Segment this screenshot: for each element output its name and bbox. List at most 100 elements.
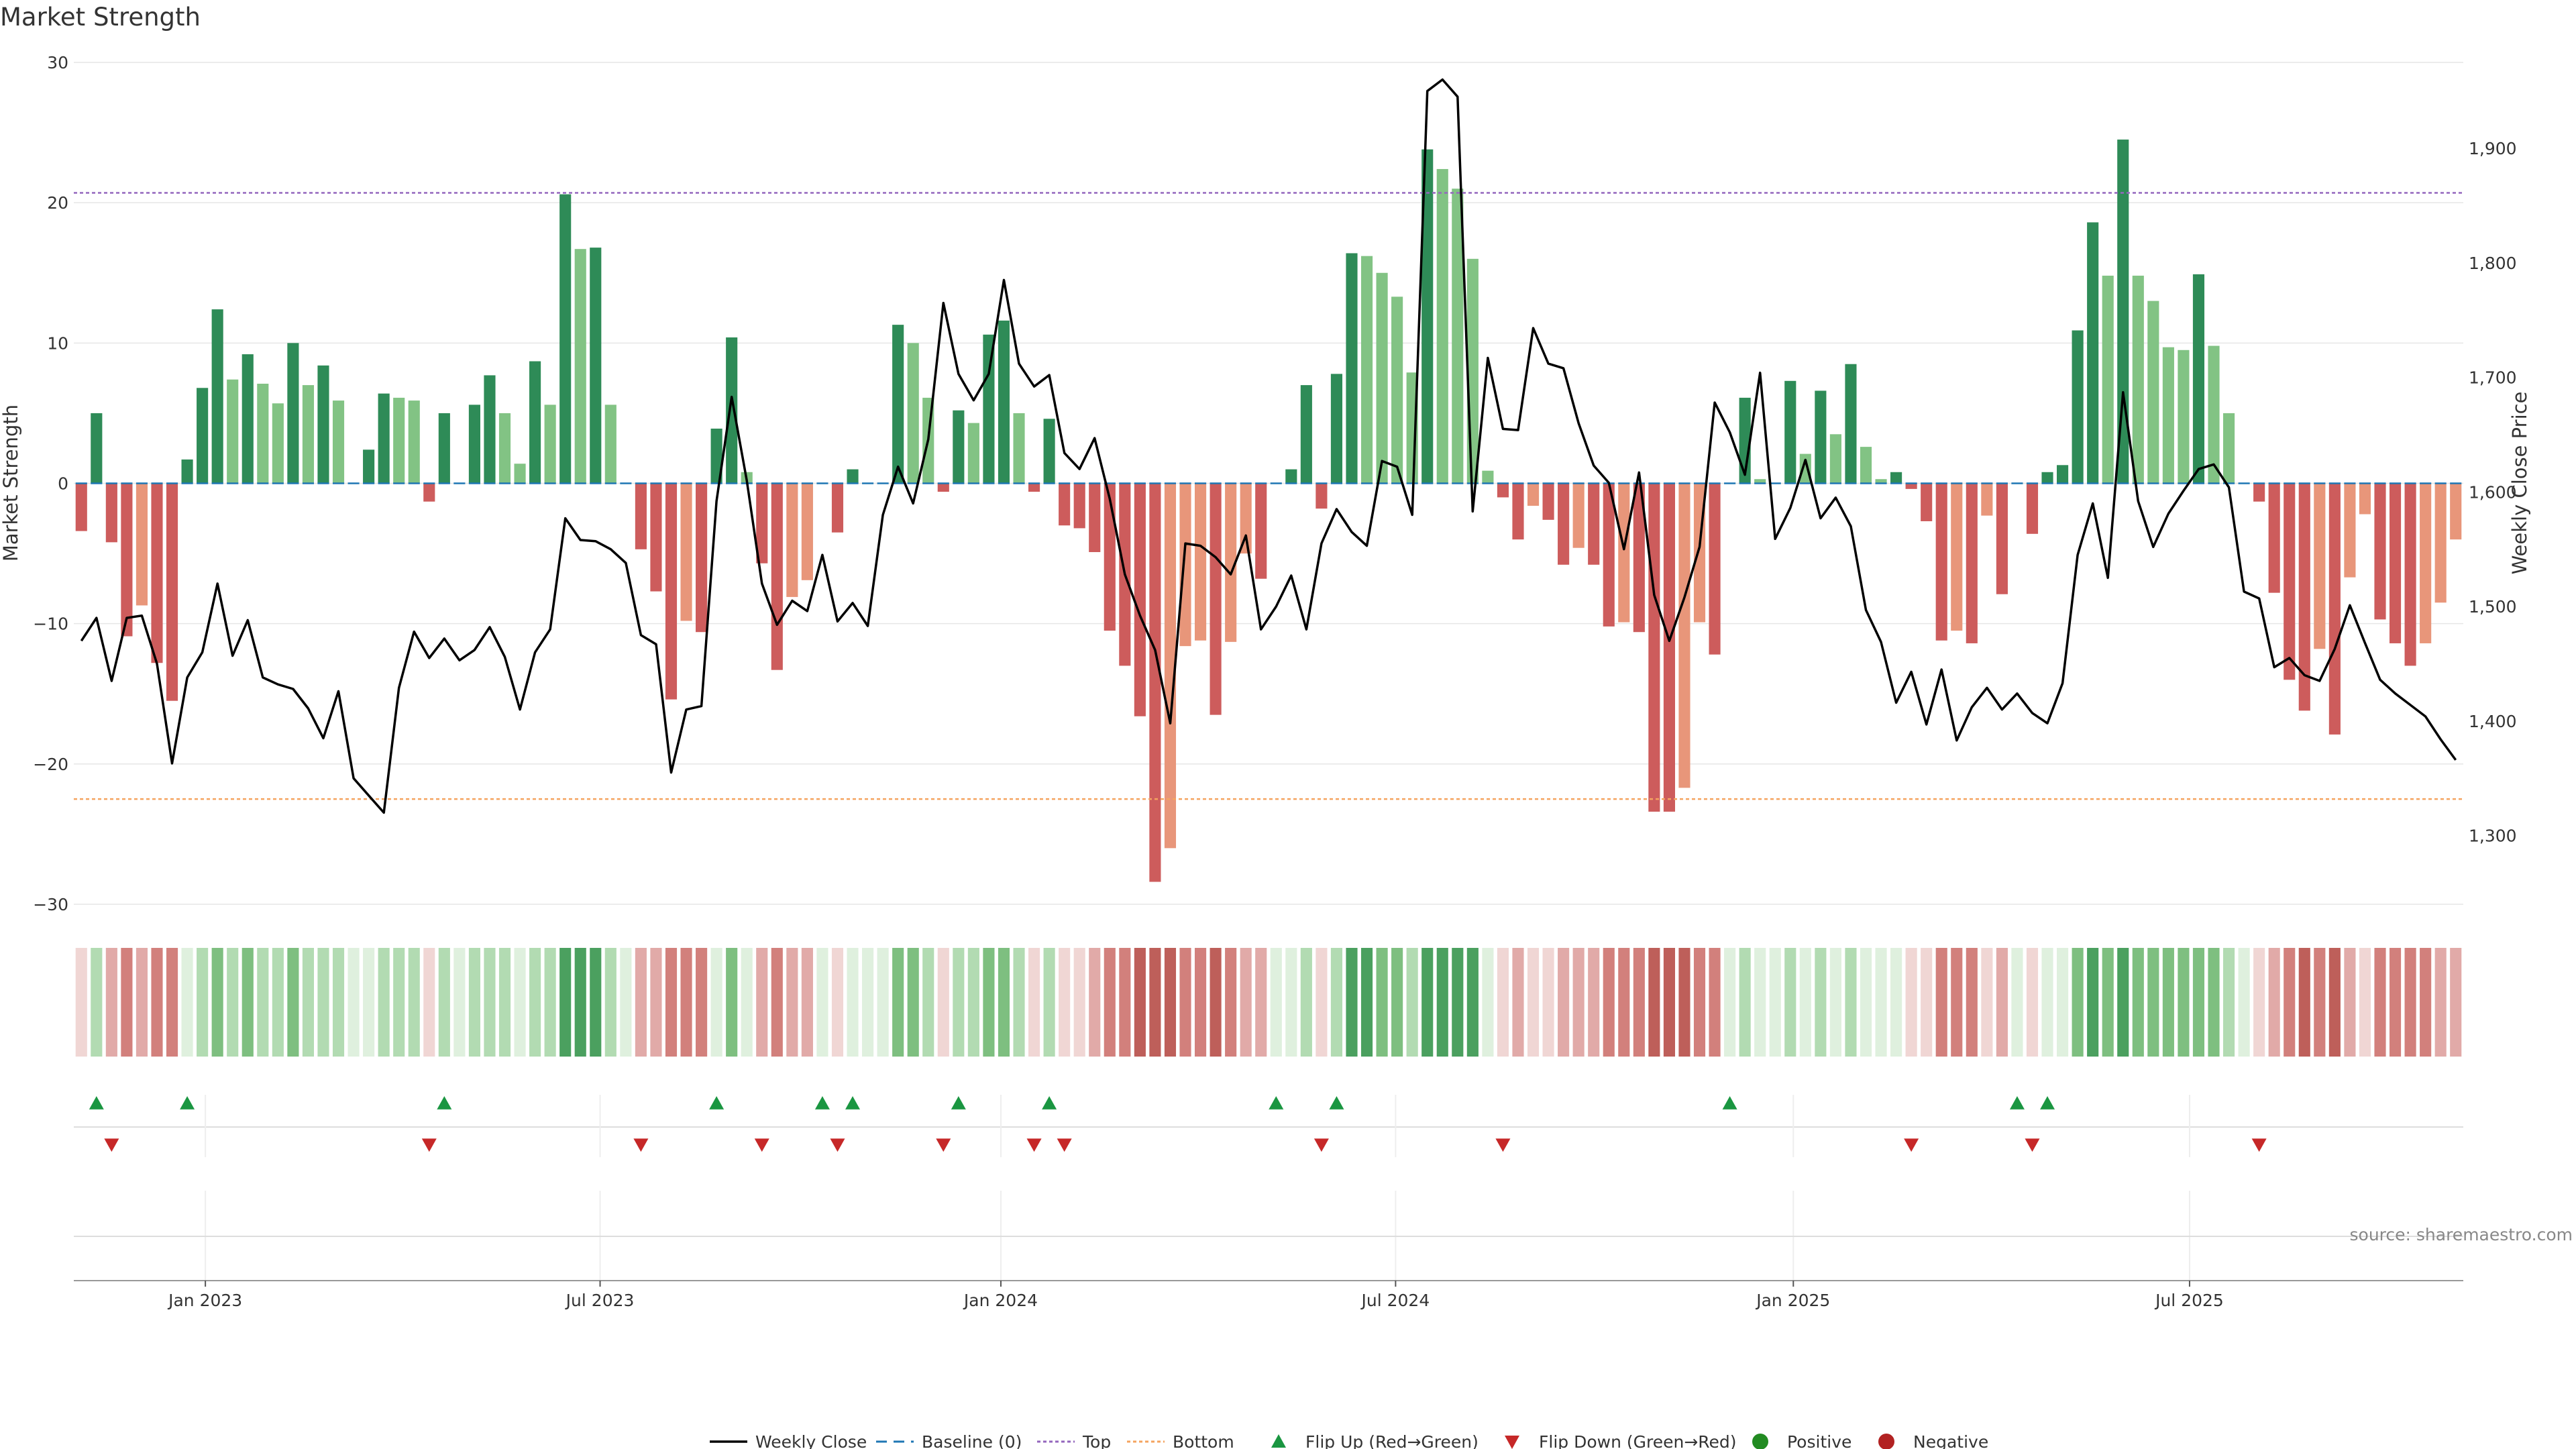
strength-bar: [423, 483, 435, 502]
flip-up-marker: [1269, 1096, 1284, 1110]
heat-cell: [2344, 948, 2356, 1057]
strength-bar: [665, 483, 678, 700]
x-tick-label: Jul 2023: [565, 1291, 635, 1310]
strength-heat-strip: [75, 948, 2462, 1057]
heat-cell: [922, 948, 934, 1057]
strength-bar: [1935, 483, 1947, 641]
weekly-close-line: [80, 78, 2457, 814]
x-tick-label: Jan 2025: [1755, 1291, 1830, 1310]
x-tick-label: Jul 2024: [1360, 1291, 1430, 1310]
heat-cell: [2328, 948, 2341, 1057]
y-tick-label: 0: [58, 474, 68, 494]
heat-cell: [2359, 948, 2371, 1057]
strength-bar: [1966, 483, 1978, 643]
strength-bar: [1875, 479, 1887, 484]
heat-cell: [1059, 948, 1071, 1057]
y2-axis-ticks: 1,300 1,400 1,500 1,600 1,700 1,800 1,900: [2469, 139, 2517, 845]
heat-cell: [1119, 948, 1131, 1057]
strength-bar: [2298, 483, 2310, 711]
heat-cell: [967, 948, 979, 1057]
strength-bar: [1073, 483, 1085, 529]
legend-swatch-flip-up: [1271, 1434, 1286, 1448]
heat-cell: [710, 948, 722, 1057]
legend-label: Bottom: [1173, 1432, 1234, 1449]
strength-bar: [1678, 483, 1690, 788]
strength-bar: [2374, 483, 2386, 620]
flip-up-marker: [814, 1096, 830, 1110]
strength-bar: [1709, 483, 1721, 655]
strength-bar: [983, 334, 995, 484]
flip-down-marker: [1904, 1138, 1919, 1152]
heat-cell: [1527, 948, 1540, 1057]
strength-bar: [2404, 483, 2416, 666]
heat-cell: [1542, 948, 1554, 1057]
flip-down-marker: [830, 1138, 845, 1152]
heat-cell: [1255, 948, 1267, 1057]
strength-bar: [710, 428, 722, 484]
y-tick-label: −10: [33, 614, 68, 634]
strength-bar: [1436, 168, 1448, 484]
heat-cell: [514, 948, 526, 1057]
strength-bar: [1316, 483, 1328, 509]
strength-bar: [680, 483, 692, 621]
strength-bar: [1194, 483, 1207, 641]
strength-bar: [786, 483, 798, 597]
strength-bar: [1860, 447, 1872, 484]
heat-cell: [2238, 948, 2250, 1057]
strength-bar: [2192, 274, 2205, 484]
heat-cell: [166, 948, 178, 1057]
strength-bar: [1028, 483, 1040, 492]
heat-cell: [1890, 948, 1902, 1057]
heat-cell: [181, 948, 193, 1057]
strength-bar: [1603, 483, 1615, 627]
strength-bar: [1089, 483, 1101, 552]
flip-up-marker: [1329, 1096, 1344, 1110]
heat-cell: [1648, 948, 1660, 1057]
strength-bar: [1164, 483, 1177, 849]
strength-bar: [1542, 483, 1554, 520]
heat-cell: [1860, 948, 1872, 1057]
heat-cell: [1754, 948, 1766, 1057]
strength-bar: [75, 483, 87, 531]
strength-bar: [2284, 483, 2296, 680]
heat-cell: [151, 948, 163, 1057]
strength-bar: [1633, 483, 1645, 633]
y-tick-label: −30: [33, 895, 68, 914]
heat-cell: [1043, 948, 1055, 1057]
strength-bar: [2117, 140, 2129, 484]
heat-cell: [105, 948, 117, 1057]
strength-bar: [468, 405, 480, 484]
heat-cell: [771, 948, 783, 1057]
strength-bar: [1360, 256, 1373, 484]
strength-bar: [91, 413, 103, 484]
strength-bar: [197, 388, 209, 484]
heat-cell: [862, 948, 874, 1057]
strength-bar: [1043, 419, 1055, 484]
heat-cell: [302, 948, 315, 1057]
y2-axis-label: Weekly Close Price: [2508, 392, 2531, 575]
heat-cell: [408, 948, 420, 1057]
strength-bar: [2057, 465, 2069, 484]
heat-cell: [1905, 948, 1917, 1057]
heat-cell: [1709, 948, 1721, 1057]
strength-bar: [559, 194, 572, 484]
strength-bar: [2389, 483, 2402, 643]
strength-bar: [393, 397, 405, 484]
heat-cell: [1376, 948, 1388, 1057]
heat-cell: [332, 948, 345, 1057]
heat-cell: [1558, 948, 1570, 1057]
strength-bar: [1059, 483, 1071, 526]
strength-bar: [105, 483, 117, 543]
strength-bar: [907, 343, 919, 484]
heat-cell: [347, 948, 360, 1057]
strength-bar: [1225, 483, 1237, 642]
strength-bar: [1754, 479, 1766, 484]
flip-down-marker: [754, 1138, 769, 1152]
heat-cell: [91, 948, 103, 1057]
legend-swatch-flip-down: [1505, 1436, 1519, 1449]
flip-markers-panel: [74, 1095, 2463, 1157]
heat-cell: [1391, 948, 1403, 1057]
heat-cell: [1149, 948, 1161, 1057]
strength-bar: [1829, 434, 1841, 484]
